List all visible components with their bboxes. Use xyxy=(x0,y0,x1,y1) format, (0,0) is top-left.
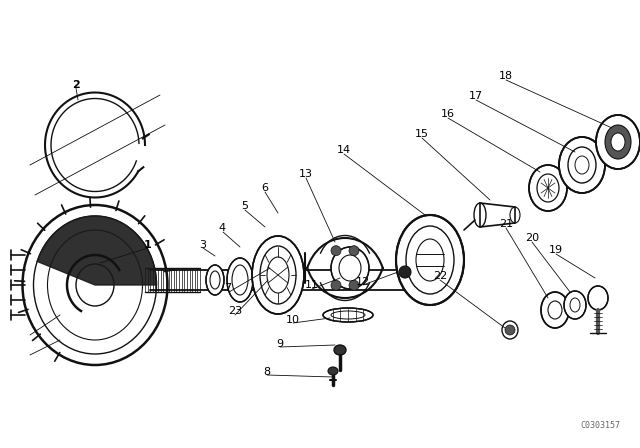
Ellipse shape xyxy=(334,345,346,355)
Ellipse shape xyxy=(541,292,569,328)
Text: 5: 5 xyxy=(241,201,248,211)
Ellipse shape xyxy=(559,137,605,193)
Text: 7: 7 xyxy=(225,283,232,293)
Ellipse shape xyxy=(529,165,567,211)
Ellipse shape xyxy=(227,258,253,302)
Text: 14: 14 xyxy=(337,145,351,155)
Text: 6: 6 xyxy=(262,183,269,193)
Ellipse shape xyxy=(331,247,369,289)
Text: 15: 15 xyxy=(415,129,429,139)
Text: 13: 13 xyxy=(299,169,313,179)
Text: 9: 9 xyxy=(276,339,284,349)
Text: 4: 4 xyxy=(218,223,225,233)
Polygon shape xyxy=(480,203,515,227)
Text: 23: 23 xyxy=(228,306,242,316)
Circle shape xyxy=(331,246,341,256)
Ellipse shape xyxy=(323,308,373,322)
Text: 18: 18 xyxy=(499,71,513,81)
Text: 22: 22 xyxy=(433,271,447,281)
Circle shape xyxy=(399,266,411,278)
Text: 16: 16 xyxy=(441,109,455,119)
Text: 19: 19 xyxy=(549,245,563,255)
Text: 2: 2 xyxy=(72,80,80,90)
Ellipse shape xyxy=(588,286,608,310)
Text: 11: 11 xyxy=(305,280,319,290)
Text: 3: 3 xyxy=(200,240,207,250)
Text: 12: 12 xyxy=(356,277,370,287)
Polygon shape xyxy=(37,216,157,285)
Text: 8: 8 xyxy=(264,367,271,377)
Text: 21: 21 xyxy=(499,219,513,229)
Text: 1: 1 xyxy=(144,240,152,250)
Circle shape xyxy=(505,325,515,335)
Ellipse shape xyxy=(328,367,338,375)
Text: 17: 17 xyxy=(469,91,483,101)
Ellipse shape xyxy=(206,265,224,295)
Ellipse shape xyxy=(596,115,640,169)
Ellipse shape xyxy=(396,215,464,305)
Circle shape xyxy=(349,246,359,256)
Ellipse shape xyxy=(611,133,625,151)
Ellipse shape xyxy=(564,291,586,319)
Text: C0303157: C0303157 xyxy=(580,421,620,430)
Ellipse shape xyxy=(252,236,304,314)
Circle shape xyxy=(349,280,359,290)
Circle shape xyxy=(331,280,341,290)
Text: 20: 20 xyxy=(525,233,539,243)
Ellipse shape xyxy=(605,125,631,159)
Text: 10: 10 xyxy=(286,315,300,325)
